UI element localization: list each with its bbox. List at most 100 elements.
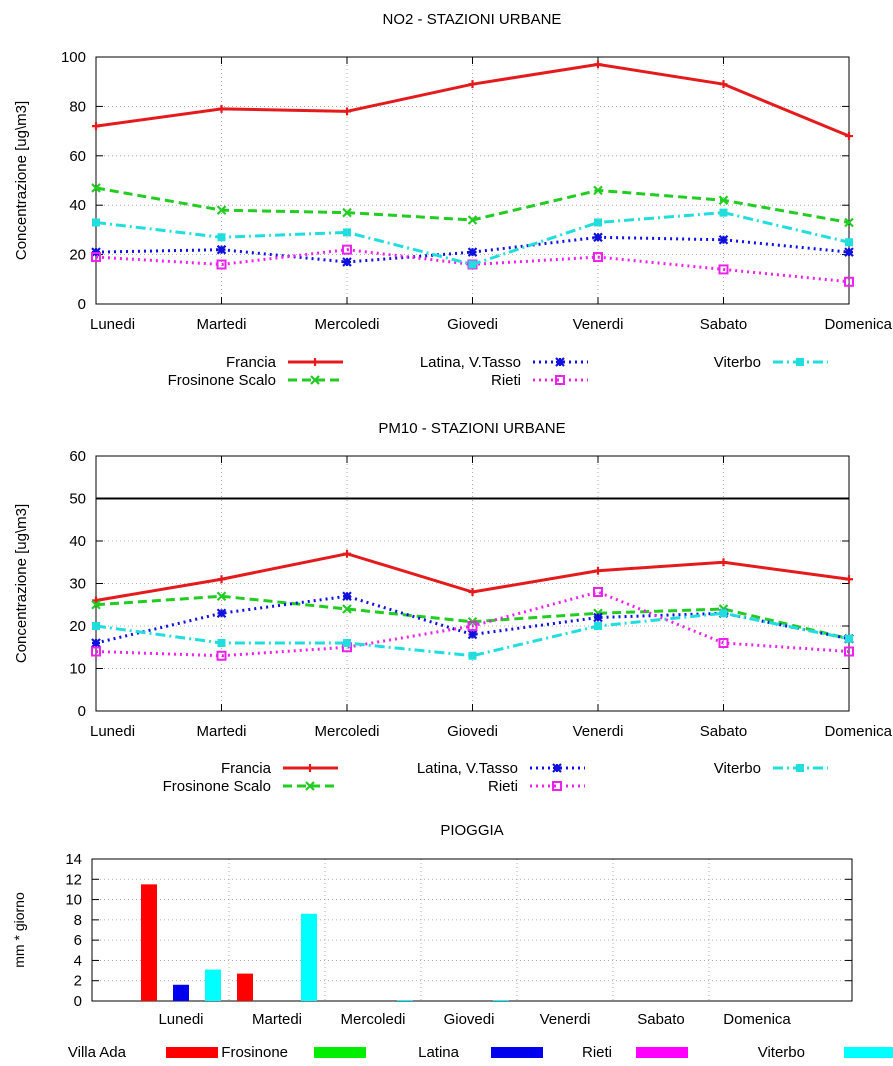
- data-point: [593, 252, 603, 263]
- data-point: [844, 276, 854, 287]
- data-point: [91, 183, 101, 193]
- series-latina-v-tasso: [91, 591, 854, 648]
- legend-marker: [796, 764, 804, 772]
- data-point: [844, 217, 854, 228]
- data-point: [718, 264, 729, 275]
- y-tick-label: 60: [69, 448, 86, 465]
- series-villa-ada: [141, 884, 253, 1001]
- data-point: [217, 233, 226, 242]
- chart-title: PM10 - STAZIONI URBANE: [378, 420, 565, 437]
- x-tick-label: Sabato: [637, 1011, 685, 1028]
- series-rieti: [91, 587, 854, 661]
- bar: [205, 969, 221, 1001]
- legend-label: Viterbo: [714, 354, 761, 371]
- data-point: [593, 232, 603, 243]
- data-point: [343, 228, 351, 237]
- y-tick-label: 0: [78, 703, 86, 720]
- y-tick-label: 30: [69, 576, 86, 593]
- bar: [237, 973, 253, 1001]
- legend-label: Villa Ada: [68, 1044, 127, 1061]
- legend-label: Francia: [221, 760, 272, 777]
- legend-marker: [310, 375, 320, 385]
- x-tick-label: Venerdi: [540, 1011, 591, 1028]
- legend-label: Viterbo: [714, 760, 761, 777]
- chart-title: PIOGGIA: [440, 822, 503, 839]
- series-viterbo: [92, 609, 853, 660]
- data-point: [467, 247, 478, 257]
- series-line: [95, 590, 850, 658]
- y-tick-label: 14: [65, 851, 82, 868]
- data-point: [718, 235, 729, 245]
- x-tick-label: Lunedi: [90, 723, 135, 740]
- x-tick-label: Martedi: [196, 316, 246, 333]
- data-point: [718, 195, 729, 206]
- legend-swatch: [166, 1047, 218, 1058]
- y-axis-label: Concentrazione [ug\m3]: [13, 504, 30, 663]
- data-point: [216, 650, 227, 661]
- series-viterbo: [205, 913, 509, 1001]
- data-point: [342, 257, 352, 267]
- chart-title: NO2 - STAZIONI URBANE: [383, 11, 562, 28]
- legend-item: Rieti: [488, 778, 585, 795]
- legend-marker: [555, 375, 565, 385]
- legend-label: Rieti: [488, 778, 518, 795]
- y-tick-label: 10: [65, 892, 82, 909]
- legend-label: Frosinone: [221, 1044, 288, 1061]
- y-tick-label: 12: [65, 871, 82, 888]
- data-point: [594, 566, 602, 575]
- legend-item: Viterbo: [714, 760, 828, 777]
- x-tick-label: Venerdi: [573, 316, 624, 333]
- y-tick-label: 50: [69, 491, 86, 508]
- y-tick-label: 6: [74, 932, 82, 949]
- data-point: [342, 604, 352, 614]
- chart-no2: NO2 - STAZIONI URBANE Concentrazione [ug\…: [13, 11, 893, 389]
- y-tick-label: 2: [74, 973, 82, 990]
- data-point: [217, 639, 226, 647]
- legend-item: Francia: [221, 760, 338, 777]
- legend-label: Rieti: [582, 1044, 612, 1061]
- legend-marker: [552, 763, 562, 773]
- bar: [301, 913, 317, 1001]
- x-tick-label: Mercoledi: [340, 1011, 405, 1028]
- data-point: [92, 218, 100, 227]
- y-tick-label: 4: [74, 952, 82, 969]
- data-point: [92, 622, 100, 630]
- y-tick-label: 0: [78, 296, 86, 313]
- x-tick-label: Domenica: [723, 1011, 791, 1028]
- legend-swatch: [844, 1047, 893, 1058]
- bar: [141, 884, 157, 1001]
- x-tick-label: Lunedi: [90, 316, 135, 333]
- legend-marker: [306, 764, 314, 772]
- x-tick-label: Giovedi: [447, 316, 498, 333]
- bar: [397, 999, 413, 1001]
- data-point: [91, 638, 101, 648]
- legend-item: Viterbo: [758, 1044, 893, 1061]
- x-tick-label: Mercoledi: [314, 316, 379, 333]
- bar: [173, 984, 189, 1001]
- y-axis-label: Concentrazione [ug\m3]: [13, 101, 30, 260]
- series-francia: [92, 60, 853, 141]
- data-point: [719, 80, 728, 89]
- data-point: [719, 558, 728, 567]
- data-point: [91, 252, 101, 263]
- legend-item: Latina, V.Tasso: [417, 760, 585, 777]
- x-tick-label: Lunedi: [158, 1011, 203, 1028]
- legend-swatch: [636, 1047, 688, 1058]
- data-point: [217, 104, 226, 113]
- legend-item: Latina, V.Tasso: [420, 354, 588, 371]
- data-point: [216, 244, 227, 255]
- data-point: [467, 629, 478, 640]
- data-point: [92, 596, 100, 605]
- legend-label: Frosinone Scalo: [163, 778, 271, 795]
- y-tick-label: 80: [69, 98, 86, 115]
- series-latina: [173, 984, 189, 1001]
- chart-pioggia: PIOGGIA mm * giorno 0 2 4 6 8 10 12 14 Lunedi Marte…: [11, 822, 893, 1061]
- legend-item: Villa Ada: [68, 1044, 218, 1061]
- data-point: [594, 622, 602, 630]
- legend-marker: [796, 358, 804, 366]
- series-viterbo: [92, 208, 853, 269]
- data-point: [343, 549, 351, 558]
- legend-item: Viterbo: [714, 354, 828, 371]
- legend-item: Latina: [418, 1044, 543, 1061]
